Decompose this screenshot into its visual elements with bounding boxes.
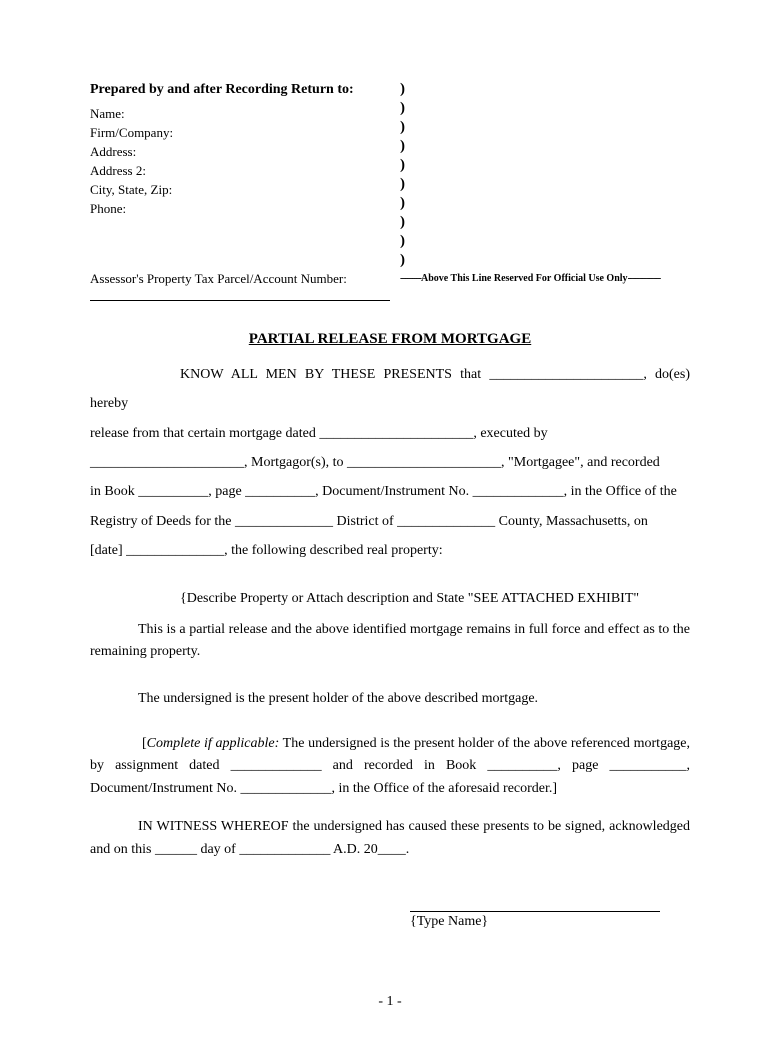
paren-3: ) [400,118,690,137]
assessor-blank-line [90,286,390,301]
p1-line-b: release from that certain mortgage dated… [90,419,690,448]
p5-lead: Complete if applicable: [147,736,280,751]
signature-line [410,897,660,912]
page-number: - 1 - [90,992,690,1012]
recording-header: Prepared by and after Recording Return t… [90,80,690,301]
header-left-column: Prepared by and after Recording Return t… [90,80,400,301]
body-paragraph-4: The undersigned is the present holder of… [90,684,690,713]
paren-6: ) [400,175,690,194]
label-firm: Firm/Company: [90,123,400,142]
p1-line-d: in Book __________, page __________, Doc… [90,477,690,506]
document-page: Prepared by and after Recording Return t… [0,0,770,1051]
label-city: City, State, Zip: [90,180,400,199]
body-paragraph-5: [Complete if applicable: The undersigned… [90,733,690,800]
paren-4: ) [400,137,690,156]
paren-7: ) [400,194,690,213]
signature-label: {Type Name} [410,912,690,932]
label-address2: Address 2: [90,161,400,180]
paren-8: ) [400,213,690,232]
label-blank2 [90,237,400,256]
body-paragraph-3: This is a partial release and the above … [90,619,690,664]
body-paragraph-6: IN WITNESS WHEREOF the undersigned has c… [90,816,690,861]
paren-1: ) [400,80,690,99]
paren-9: ) [400,232,690,251]
label-address: Address: [90,142,400,161]
p1-line-a: KNOW ALL MEN BY THESE PRESENTS that ____… [90,360,690,419]
label-blank1 [90,218,400,237]
paren-2: ) [400,99,690,118]
header-right-column: ) ) ) ) ) ) ) ) ) ) ---------Above This … [400,80,690,301]
paren-10: ) [400,251,690,270]
label-name: Name: [90,104,400,123]
body-paragraph-2: {Describe Property or Attach description… [90,584,690,613]
p1-line-c: ______________________, Mortgagor(s), to… [90,448,690,477]
document-title: PARTIAL RELEASE FROM MORTGAGE [90,329,690,350]
signature-block: {Type Name} [410,897,690,932]
label-phone: Phone: [90,199,400,218]
p1-line-f: [date] ______________, the following des… [90,536,690,565]
official-use-text: Above This Line Reserved For Official Us… [421,273,628,284]
p1-line-e: Registry of Deeds for the ______________… [90,507,690,536]
p2-text: {Describe Property or Attach description… [90,584,690,613]
official-use-line: ---------Above This Line Reserved For Of… [400,272,690,286]
body-paragraph-1: KNOW ALL MEN BY THESE PRESENTS that ____… [90,360,690,566]
prepared-by-title: Prepared by and after Recording Return t… [90,80,400,100]
paren-5: ) [400,156,690,175]
